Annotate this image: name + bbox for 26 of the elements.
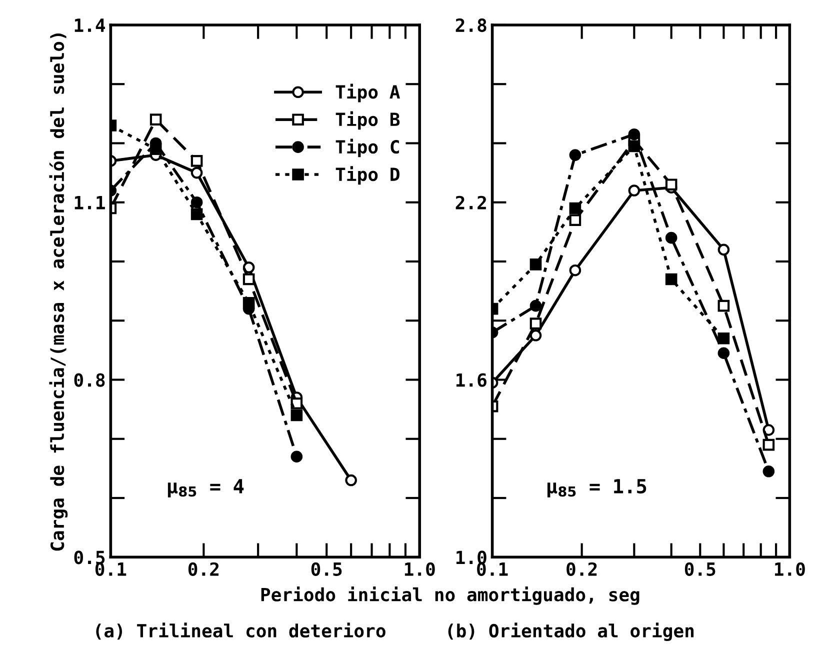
y-tick-label: 1.0 [456,550,486,564]
legend-label: Tipo C [336,138,399,158]
x-tick-label: 0.1 [95,562,126,576]
y-tick-label: 0.8 [74,373,105,387]
y-tick-label: 2.8 [456,18,486,32]
x-tick-label: 0.2 [188,562,218,576]
legend-label: Tipo D [336,166,400,185]
y-tick-label: 0.5 [74,550,105,564]
x-tick-label: 0.5 [684,562,716,576]
annotation: μ$_{85}$ = 4 [168,479,244,498]
x-tick-label: 0.5 [311,562,342,576]
x-tick-label: 1.0 [775,562,805,576]
legend-label: Tipo B [336,111,400,130]
text: (b) Orientado al origen [448,622,694,642]
legend-label: Tipo A [336,84,400,102]
x-tick-label: 1.0 [404,562,435,576]
y-tick-label: 1.1 [74,196,105,210]
y-tick-label: 1.6 [456,373,486,387]
x-axis-title: Periodo inicial no amortiguado, seg [261,586,640,605]
x-tick-label: 0.2 [566,562,597,576]
text: (a) Trilineal con deterioro [96,622,386,640]
x-tick-label: 0.1 [477,562,508,576]
annotation: μ$_{85}$ = 1.5 [547,479,646,498]
y-tick-label: 2.2 [456,196,486,210]
y-axis-title: Carga de fluencia/(masa x aceleración del suelo) [49,34,68,551]
y-tick-label: 1.4 [74,18,106,32]
